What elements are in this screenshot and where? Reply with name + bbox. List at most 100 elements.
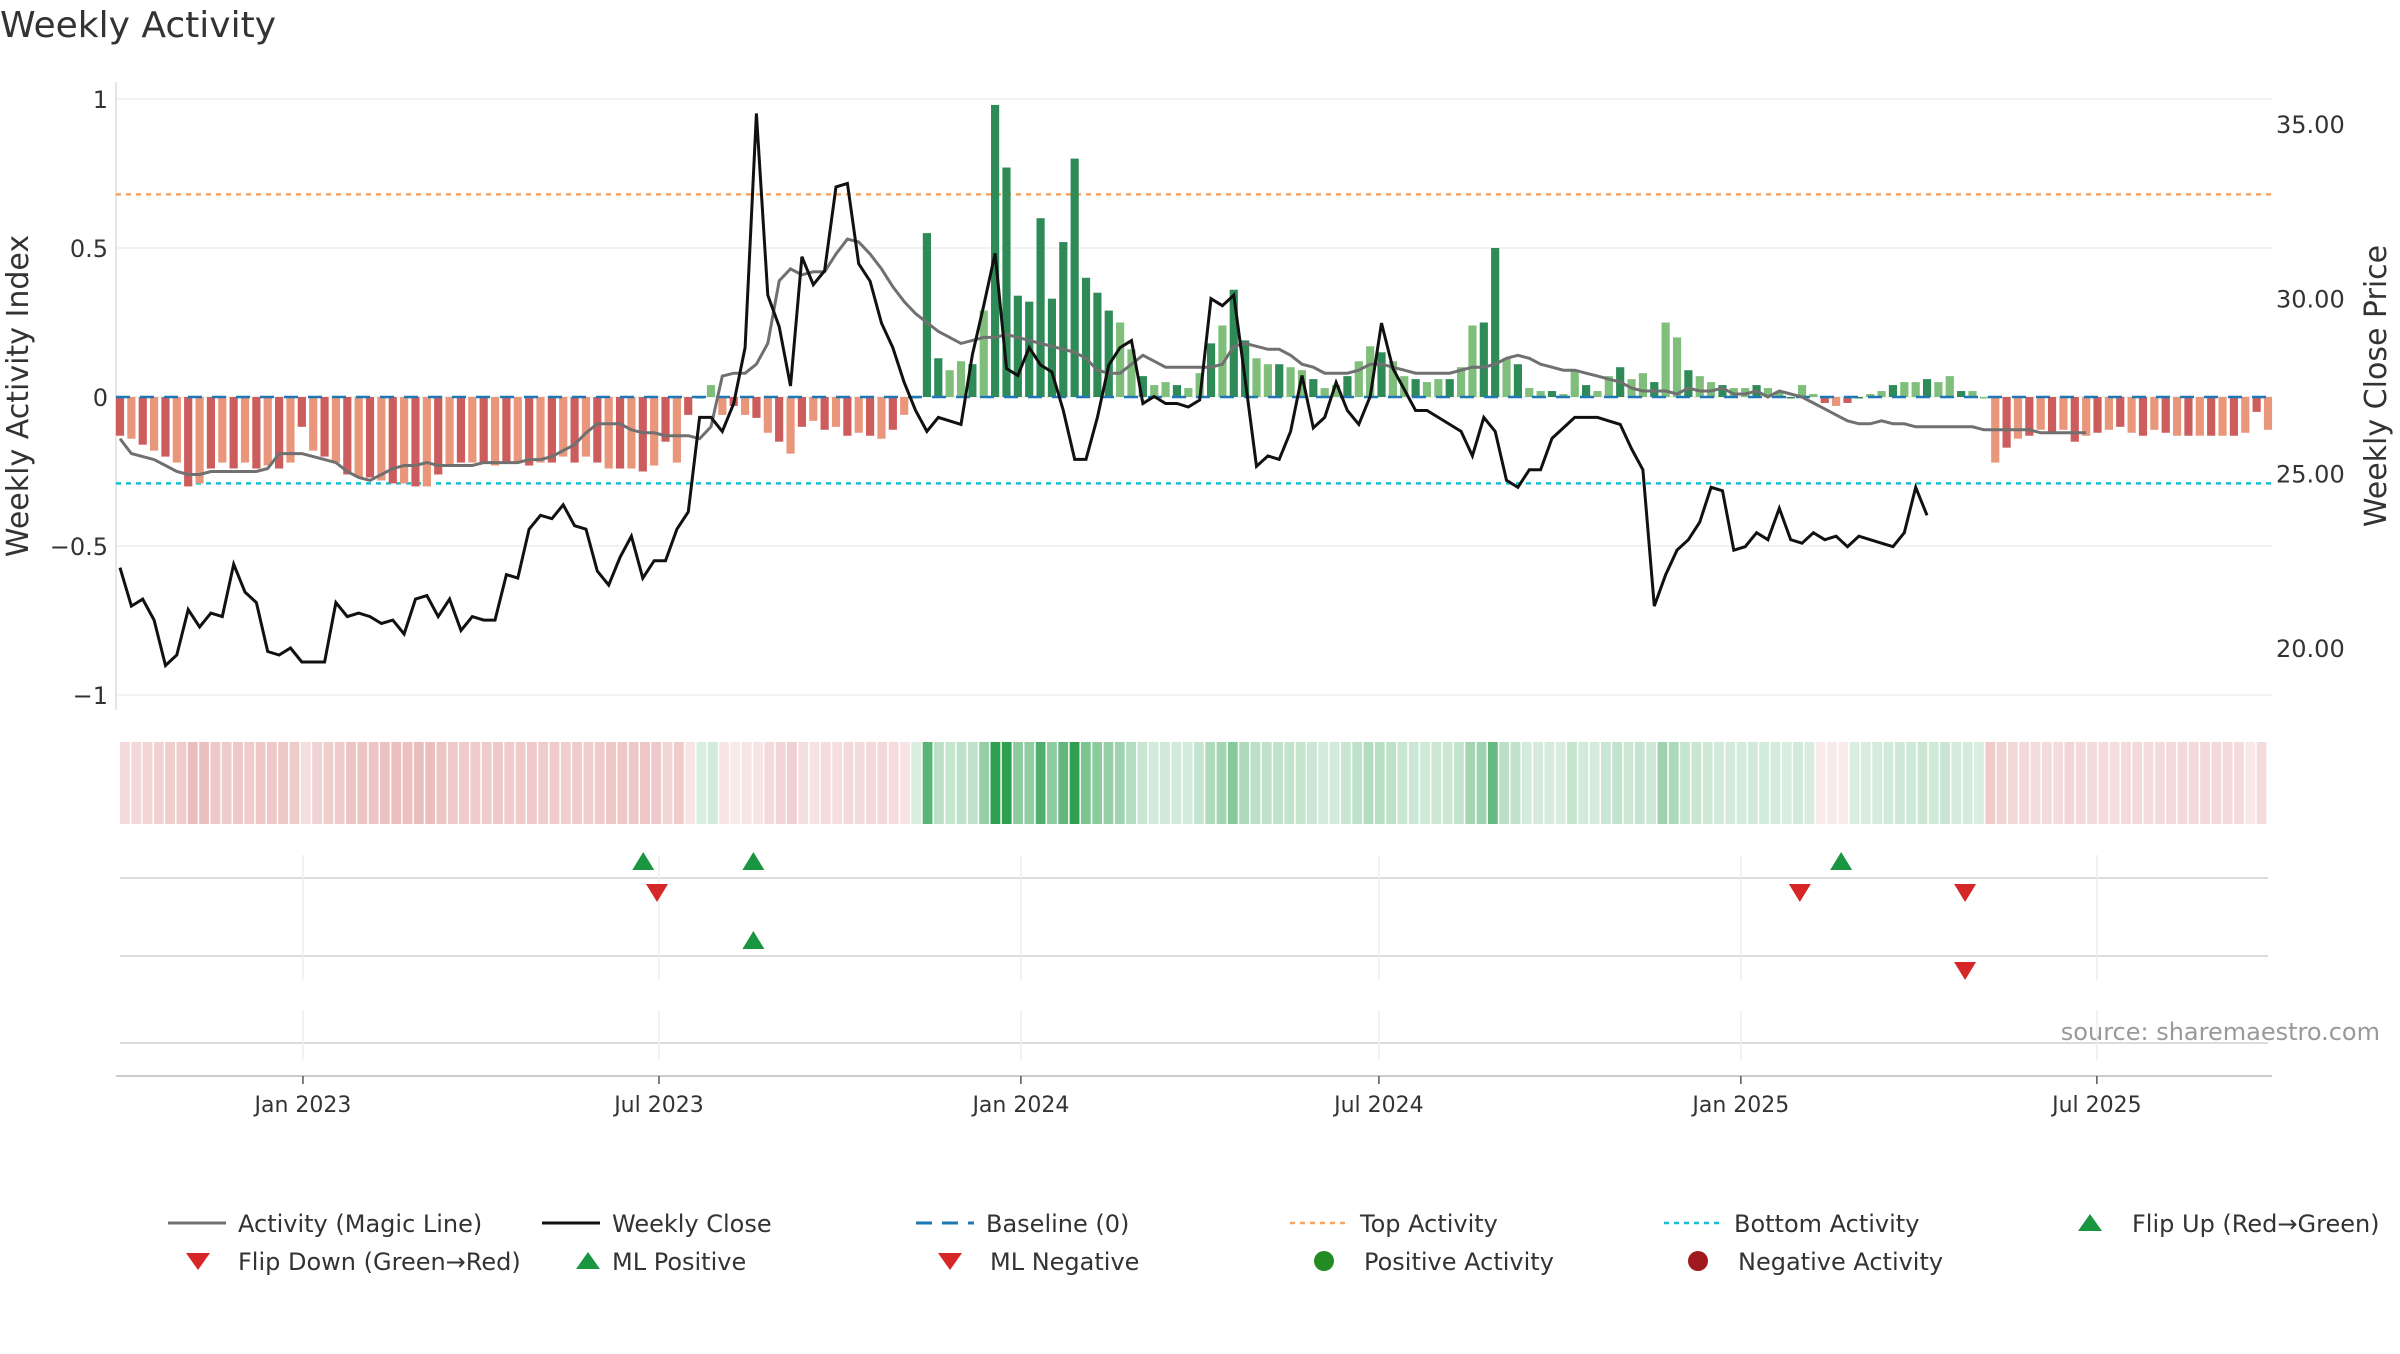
heat-cell	[493, 742, 503, 824]
heat-cell	[1047, 742, 1057, 824]
activity-bar	[2002, 397, 2011, 448]
activity-bar	[1968, 391, 1977, 397]
heat-cell	[1499, 742, 1510, 824]
heat-cell	[1284, 742, 1295, 824]
heat-cell	[2166, 742, 2177, 824]
heat-cell	[2200, 742, 2210, 824]
heat-cell	[1951, 742, 1962, 824]
heat-cell	[1363, 742, 1374, 824]
activity-bar	[615, 397, 625, 469]
heat-cell	[990, 742, 1001, 824]
heat-cell	[911, 742, 922, 824]
heat-cell	[640, 742, 650, 824]
x-tick-label: Jul 2025	[2050, 1093, 2142, 1118]
legend-label: ML Positive	[612, 1248, 746, 1276]
activity-bar	[1695, 376, 1704, 397]
activity-bar	[2263, 397, 2273, 430]
activity-bar	[2013, 397, 2023, 439]
heat-cell	[820, 742, 831, 824]
activity-bar	[422, 397, 431, 487]
activity-bar	[377, 397, 386, 481]
activity-bar	[650, 397, 659, 466]
heat-cell	[628, 742, 639, 824]
heat-cell	[1454, 742, 1464, 824]
activity-bar	[854, 397, 863, 433]
activity-bar	[1172, 385, 1182, 397]
activity-bar	[275, 397, 284, 469]
activity-bar	[263, 397, 272, 466]
chart-title: Weekly Activity	[0, 5, 276, 46]
legend-item-top: Top Activity	[1290, 1210, 1498, 1238]
heat-cell	[1815, 742, 1826, 824]
activity-bar	[1127, 349, 1136, 397]
heat-cell	[1397, 742, 1408, 824]
legend-swatch	[938, 1253, 962, 1270]
heat-cell	[933, 742, 944, 824]
activity-bar	[1468, 325, 1477, 397]
left-tick-label: 1	[93, 86, 108, 114]
activity-bar	[411, 397, 420, 487]
heat-cell	[854, 742, 865, 824]
activity-bar	[877, 397, 886, 439]
activity-bar	[593, 397, 602, 463]
heat-cell	[1340, 742, 1351, 824]
activity-bar	[1070, 158, 1079, 397]
activity-bar	[934, 358, 943, 397]
activity-bar	[1525, 388, 1534, 397]
activity-bar	[320, 397, 329, 457]
activity-bar	[604, 397, 613, 469]
heat-cell	[300, 742, 311, 824]
heat-cell	[1137, 742, 1148, 824]
heat-cell	[2143, 742, 2154, 824]
activity-bar	[1479, 322, 1488, 397]
x-tick-label: Jan 2025	[1690, 1093, 1789, 1118]
heat-cell	[153, 742, 164, 824]
activity-bar	[1081, 277, 1091, 397]
heat-cell	[142, 742, 153, 824]
activity-bar	[456, 397, 466, 463]
heat-cell	[1725, 742, 1736, 824]
flip-down-marker	[646, 884, 668, 902]
heat-cell	[730, 742, 741, 824]
activity-bar	[1911, 382, 1920, 397]
heat-cell	[583, 742, 594, 824]
heat-cell	[662, 742, 673, 824]
activity-bar	[2161, 397, 2170, 433]
activity-bar	[2082, 397, 2091, 436]
heat-cell	[470, 742, 481, 824]
activity-bar	[831, 397, 841, 427]
heat-cell	[967, 742, 978, 824]
heat-cell	[606, 742, 616, 824]
activity-bar	[2070, 397, 2079, 442]
heat-cell	[1781, 742, 1792, 824]
heat-cell	[2211, 742, 2222, 824]
activity-bar	[445, 397, 454, 466]
heat-cell	[266, 742, 277, 824]
activity-bar	[740, 397, 750, 415]
activity-bar	[2138, 397, 2148, 436]
right-tick-label: 25.00	[2276, 460, 2345, 488]
activity-bar	[1775, 391, 1784, 397]
activity-bar	[1366, 346, 1375, 397]
activity-bar	[1888, 385, 1898, 397]
heat-cell	[1239, 742, 1250, 824]
heat-cell	[2256, 742, 2267, 824]
heat-cell	[843, 742, 854, 824]
heat-cell	[1714, 742, 1724, 824]
heat-cell	[1148, 742, 1159, 824]
flip-down-marker	[1954, 884, 1977, 902]
activity-bar	[1604, 376, 1613, 397]
activity-bar	[2218, 397, 2227, 436]
heat-cell	[1646, 742, 1657, 824]
activity-bar	[490, 397, 500, 466]
activity-bar	[1093, 292, 1102, 397]
heat-cell	[1861, 742, 1871, 824]
heat-cell	[572, 742, 583, 824]
heat-cell	[1114, 742, 1125, 824]
heat-cell	[1906, 742, 1917, 824]
activity-bar	[2047, 397, 2057, 433]
heat-cell	[764, 742, 775, 824]
left-tick-label: 0	[93, 384, 108, 412]
activity-bar	[570, 397, 579, 463]
activity-bar	[2229, 397, 2238, 436]
